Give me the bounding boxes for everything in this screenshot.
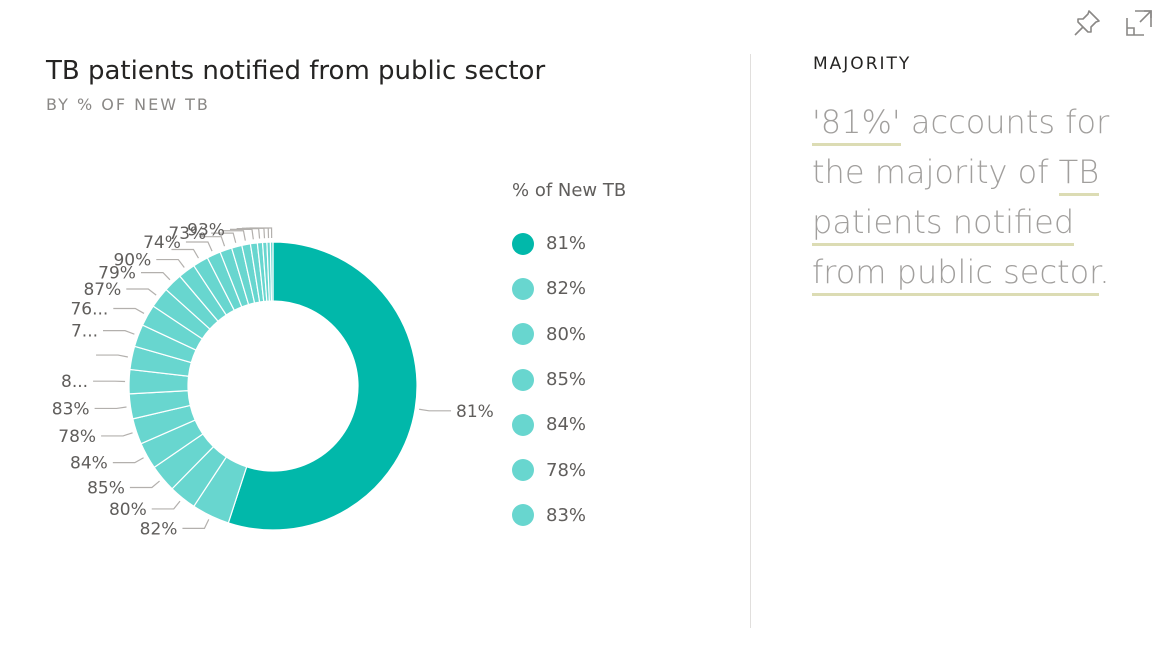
chart-legend: % of New TB 81% 82% 80% 85% 84% 78% 83% (512, 180, 626, 538)
donut-slice[interactable] (269, 241, 274, 302)
slice-label: 82% (140, 519, 178, 539)
legend-item-84[interactable]: 84% (512, 402, 626, 447)
legend-label: 81% (546, 233, 587, 255)
legend-marker (512, 368, 534, 391)
legend-title: % of New TB (512, 180, 627, 201)
leader-line (211, 232, 237, 243)
slice-label: 78% (58, 427, 96, 447)
legend-item-82[interactable]: 82% (512, 266, 626, 311)
slice-label: 73% (168, 224, 206, 244)
visual-title: TB patients notified from public sector (46, 56, 546, 86)
leader-line (112, 457, 144, 464)
leader-line (171, 248, 200, 259)
visual-subtitle: BY % OF NEW TB (46, 95, 210, 114)
narrative-heading: MAJORITY (813, 54, 912, 74)
narrative-field-sector: from public sector (812, 253, 1100, 296)
legend-marker (512, 277, 534, 300)
leader-line (229, 228, 254, 240)
pin-button[interactable] (1070, 8, 1104, 38)
legend-item-78[interactable]: 78% (512, 447, 626, 492)
leader-line (185, 241, 213, 252)
slice-label: 76... (70, 300, 108, 320)
focus-mode-icon (1126, 10, 1152, 36)
visual-toolbar (1070, 8, 1156, 38)
donut-chart: 81% 82%80%85% 84% 78% 83% 8... 7...76...87%79%… (52, 220, 494, 539)
slice-label: 79% (98, 264, 136, 284)
legend-marker (512, 413, 534, 436)
slice-label: 84% (70, 454, 108, 474)
leader-line (103, 330, 135, 335)
leader-line (126, 288, 157, 296)
panel-divider (750, 54, 751, 628)
slice-label: 7... (71, 322, 98, 342)
leader-line (221, 230, 246, 241)
slice-label: 74% (143, 233, 181, 253)
narrative-field-patients: patients notified (812, 203, 1075, 246)
leader-line (419, 408, 452, 412)
focus-mode-button[interactable] (1122, 8, 1156, 38)
legend-item-80[interactable]: 80% (512, 312, 626, 357)
legend-label: 83% (546, 504, 587, 526)
leader-line (129, 480, 160, 489)
legend-marker (512, 323, 534, 346)
leader-line (140, 271, 171, 281)
legend-label: 85% (546, 369, 587, 391)
leader-line (236, 228, 261, 239)
legend-marker (512, 459, 534, 482)
leader-line (151, 500, 181, 510)
slice-label: 93% (187, 220, 225, 240)
slice-label: 87% (83, 280, 121, 300)
leader-line (199, 236, 226, 247)
legend-label: 84% (546, 414, 587, 436)
leader-line (101, 432, 133, 437)
legend-label: 82% (546, 278, 587, 300)
legend-label: 78% (546, 459, 587, 481)
leader-line (113, 307, 145, 314)
leader-line (94, 406, 127, 410)
legend-marker (512, 232, 534, 255)
slice-label: 85% (87, 478, 125, 498)
leader-line (182, 519, 210, 529)
leader-line (156, 258, 185, 268)
slice-label: 80% (109, 500, 147, 520)
narrative-field-tb: TB (1058, 153, 1100, 196)
slice-label: 8... (61, 372, 88, 392)
slice-label: 81% (456, 402, 494, 422)
legend-item-83[interactable]: 83% (512, 493, 626, 538)
smart-narrative: '81%' accounts for the majority of TB pa… (812, 97, 1112, 297)
legend-label: 80% (546, 323, 587, 345)
legend-item-85[interactable]: 85% (512, 357, 626, 402)
slice-label: 90% (113, 251, 151, 271)
slice-label: 83% (52, 399, 90, 419)
pin-icon (1074, 10, 1100, 36)
legend-marker (512, 504, 534, 527)
leader-line (249, 227, 273, 239)
leader-line (96, 354, 128, 358)
narrative-end: . (1099, 253, 1110, 291)
narrative-text: accounts for the majority of (812, 103, 1110, 191)
donut-slice[interactable] (227, 241, 418, 531)
narrative-value: '81%' (812, 103, 901, 146)
legend-item-81[interactable]: 81% (512, 221, 626, 266)
